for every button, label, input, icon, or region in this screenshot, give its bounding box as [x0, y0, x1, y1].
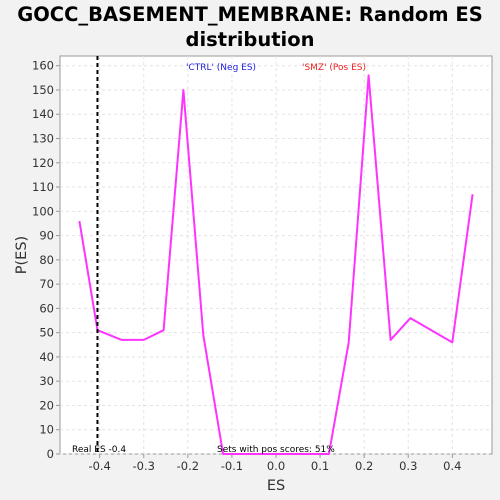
series-line: [78, 74, 474, 455]
y-tick-label: 140: [32, 107, 54, 121]
y-axis-label: P(ES): [14, 236, 30, 274]
y-tick-label: 150: [32, 83, 54, 97]
y-tick-label: 10: [39, 423, 54, 437]
y-tick-label: 90: [39, 229, 54, 243]
y-tick-label: 70: [39, 277, 54, 291]
y-tick-label: 100: [32, 204, 54, 218]
y-tick-label: 110: [32, 180, 54, 194]
x-tick-label: -0.3: [133, 459, 155, 473]
x-tick-label: 0.3: [399, 459, 417, 473]
y-tick-label: 30: [39, 374, 54, 388]
y-axis-ticks: 0 10 20 30 40 50 60 70 80 90 100 110 120 130 140 150 160: [32, 59, 60, 461]
y-tick-label: 20: [39, 398, 54, 412]
y-tick-label: 0: [47, 447, 54, 461]
y-tick-label: 80: [39, 253, 54, 267]
grid-lines: [60, 56, 492, 455]
y-tick-label: 40: [39, 350, 54, 364]
real-es-label: Real ES -0.4: [72, 445, 126, 455]
x-tick-label: -0.2: [177, 459, 199, 473]
y-tick-label: 130: [32, 132, 54, 146]
y-tick-label: 160: [32, 59, 54, 73]
chart-title: GOCC_BASEMENT_MEMBRANE: Random ES distri…: [17, 3, 483, 51]
x-tick-label: 0.4: [443, 459, 461, 473]
x-tick-label: -0.4: [88, 459, 110, 473]
pos-scores-annotation: Sets with pos scores: 51%: [217, 445, 335, 455]
x-axis-label: ES: [267, 478, 285, 494]
pos-es-annotation: 'SMZ' (Pos ES): [302, 63, 366, 73]
y-tick-label: 60: [39, 301, 54, 315]
x-axis-ticks: -0.4 -0.3 -0.2 -0.1 0.0 0.1 0.2 0.3 0.4: [88, 454, 461, 473]
neg-es-annotation: 'CTRL' (Neg ES): [186, 63, 256, 73]
y-tick-label: 120: [32, 156, 54, 170]
y-tick-label: 50: [39, 326, 54, 340]
x-tick-label: -0.1: [221, 459, 243, 473]
x-tick-label: 0.0: [267, 459, 285, 473]
x-tick-label: 0.2: [355, 459, 373, 473]
x-tick-label: 0.1: [311, 459, 329, 473]
